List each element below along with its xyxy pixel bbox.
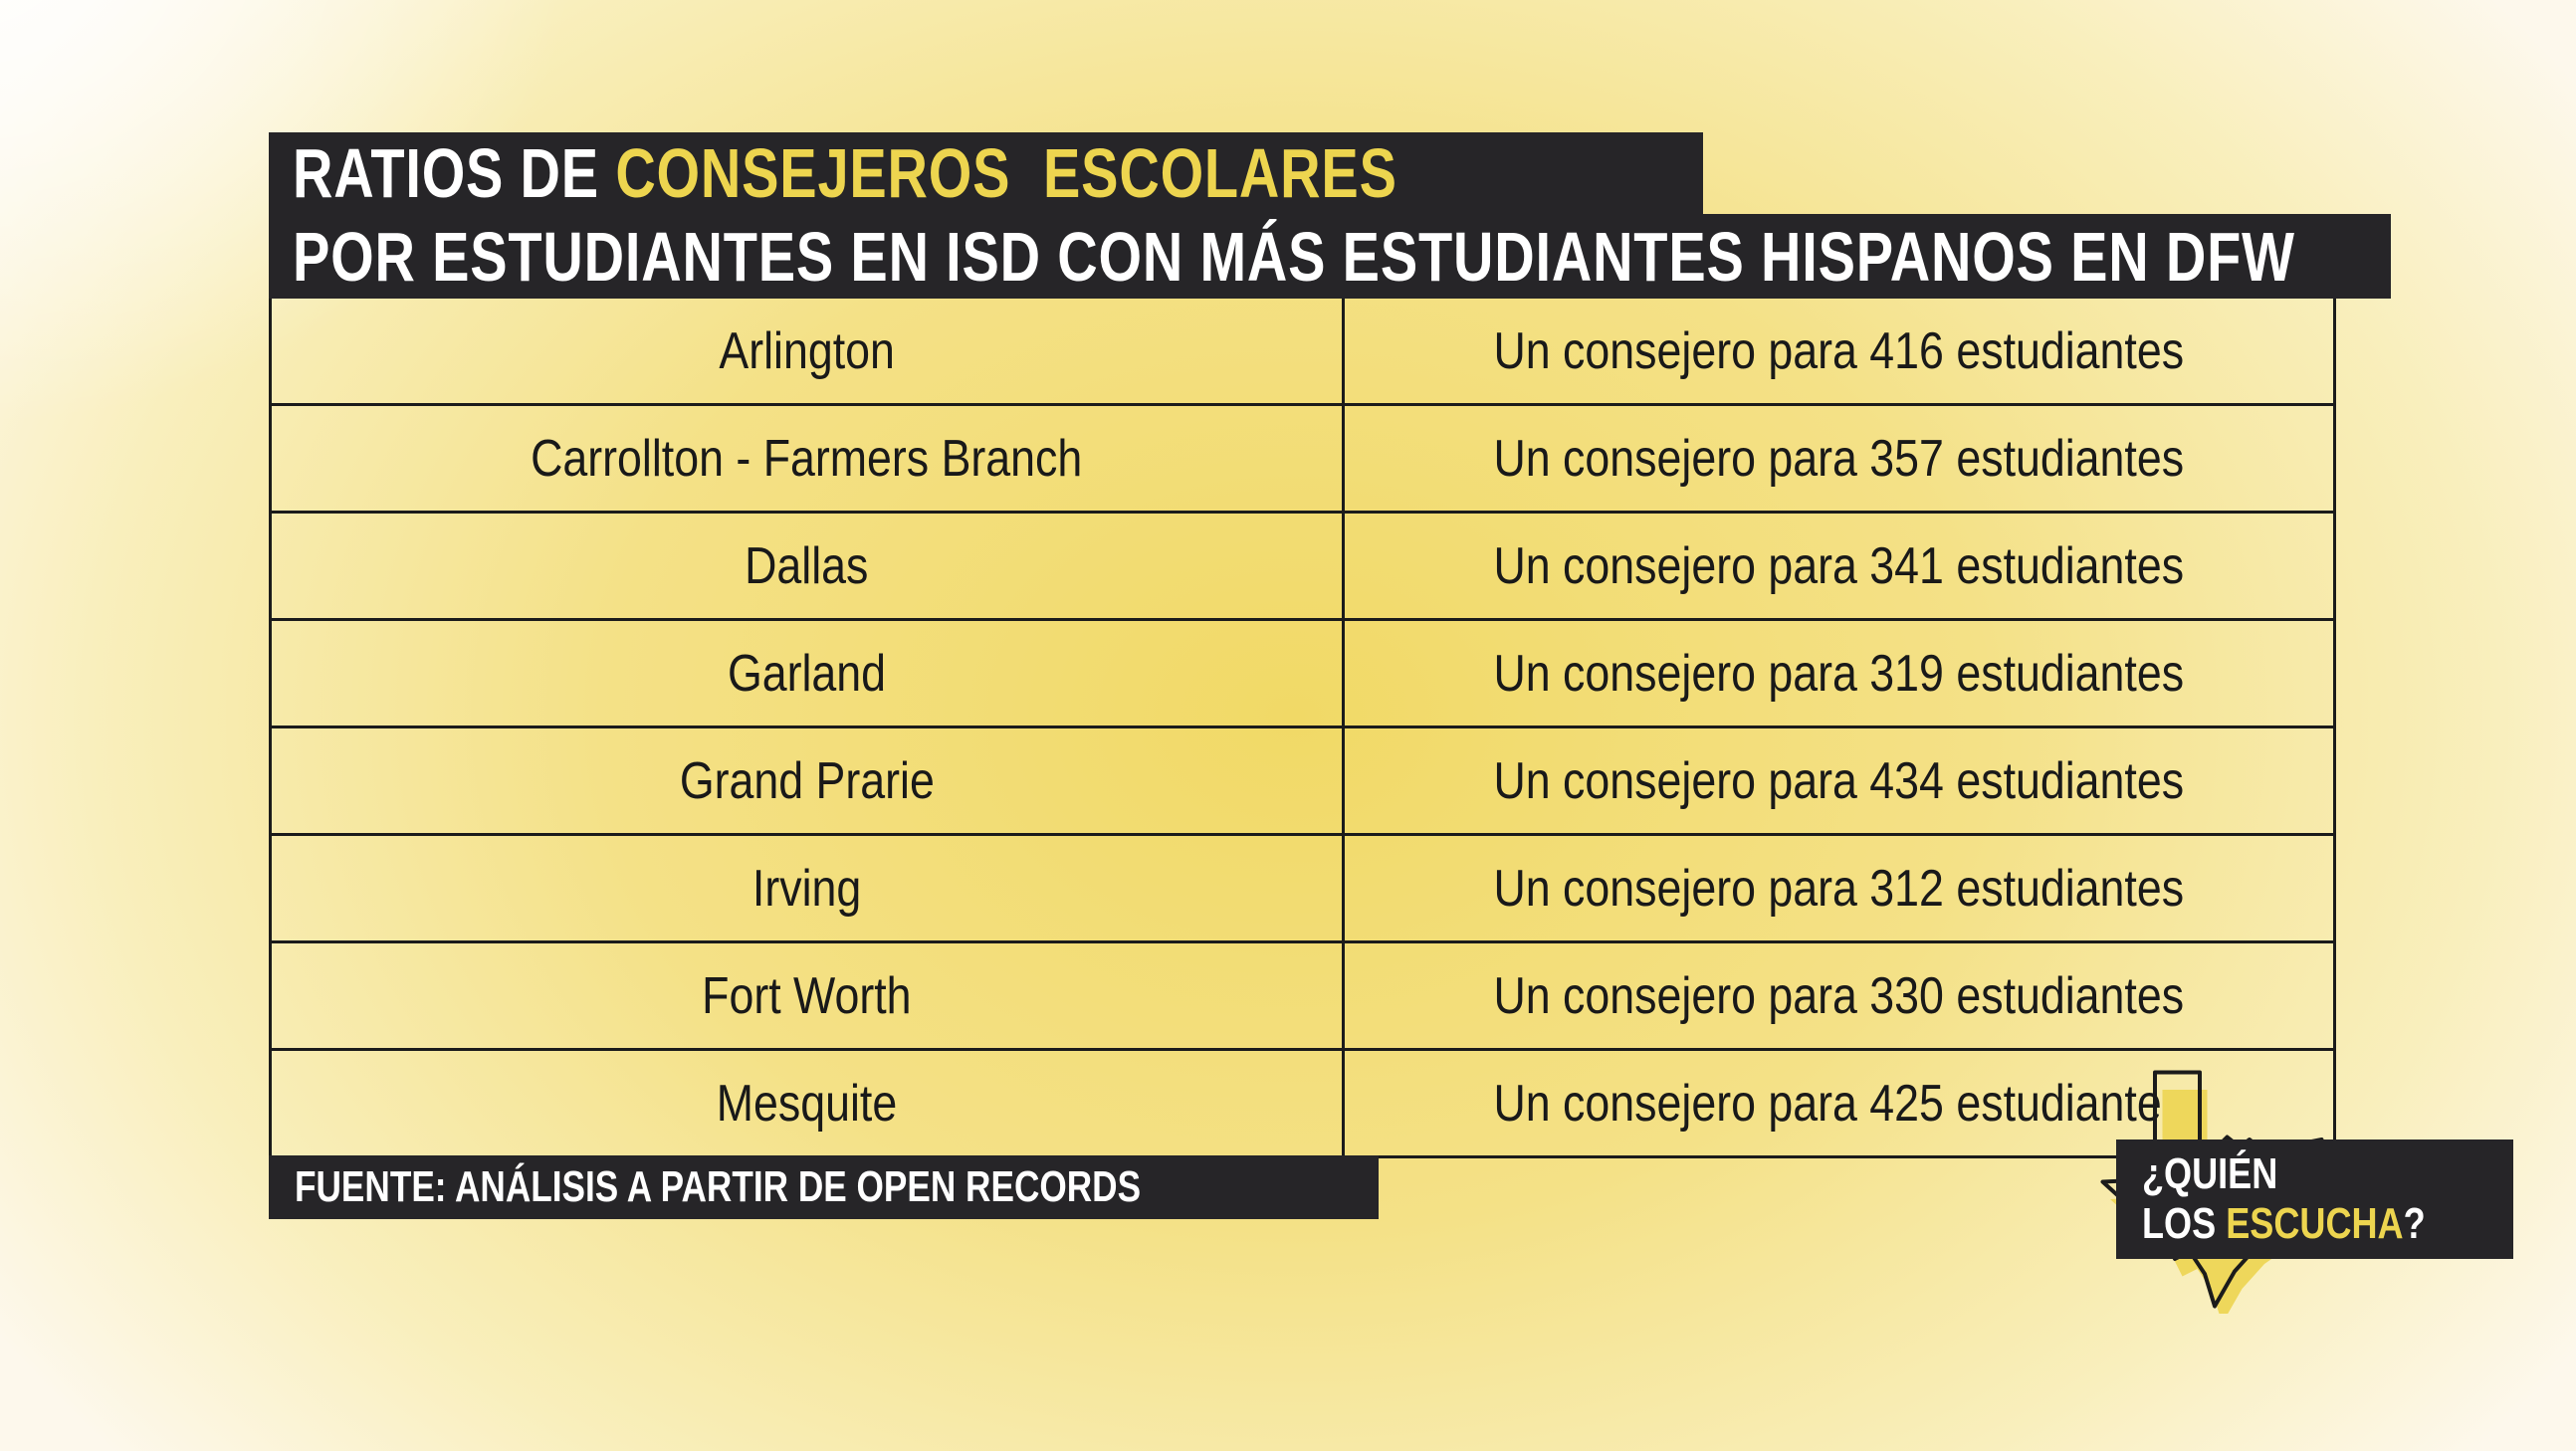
ratio-label: Un consejero para 434 estudiantes bbox=[1493, 751, 2185, 810]
district-label: Grand Prarie bbox=[679, 751, 935, 810]
logo-line2-yellow: ESCUCHA bbox=[2226, 1199, 2404, 1248]
ratio-cell: Un consejero para 312 estudiantes bbox=[1345, 836, 2333, 943]
ratio-label: Un consejero para 357 estudiantes bbox=[1493, 429, 2185, 488]
title-line1-bar: RATIOS DE CONSEJEROS ESCOLARES bbox=[269, 132, 1704, 214]
logo-line2-white: LOS bbox=[2142, 1199, 2227, 1248]
district-cell: Grand Prarie bbox=[272, 728, 1345, 836]
ratio-label: Un consejero para 312 estudiantes bbox=[1493, 859, 2185, 918]
ratio-cell: Un consejero para 425 estudiantes bbox=[1345, 1051, 2333, 1158]
logo-line2-suffix: ? bbox=[2403, 1199, 2426, 1248]
ratio-label: Un consejero para 319 estudiantes bbox=[1493, 644, 2185, 703]
title-line2: POR ESTUDIANTES EN ISD CON MÁS ESTUDIANT… bbox=[293, 217, 2295, 296]
district-cell: Garland bbox=[272, 621, 1345, 728]
district-cell: Arlington bbox=[272, 299, 1345, 406]
ratio-cell: Un consejero para 434 estudiantes bbox=[1345, 728, 2333, 836]
ratio-label: Un consejero para 416 estudiantes bbox=[1493, 321, 2185, 380]
ratio-label: Un consejero para 341 estudiantes bbox=[1493, 536, 2185, 595]
district-label: Irving bbox=[751, 859, 862, 918]
district-label: Garland bbox=[727, 644, 887, 703]
title-line1-yellow: CONSEJEROS ESCOLARES bbox=[615, 134, 1397, 212]
title-line1: RATIOS DE CONSEJEROS ESCOLARES bbox=[293, 138, 1397, 208]
district-label: Mesquite bbox=[716, 1074, 898, 1133]
logo-badge: ¿QUIÉN LOS ESCUCHA? bbox=[2116, 1140, 2514, 1259]
district-label: Fort Worth bbox=[702, 966, 912, 1025]
source-bar: FUENTE: ANÁLISIS A PARTIR DE OPEN RECORD… bbox=[269, 1155, 1379, 1219]
ratio-cell: Un consejero para 330 estudiantes bbox=[1345, 943, 2333, 1051]
ratio-cell: Un consejero para 319 estudiantes bbox=[1345, 621, 2333, 728]
quien-los-escucha-logo: ¿QUIÉN LOS ESCUCHA? bbox=[2070, 1043, 2514, 1351]
district-label: Dallas bbox=[745, 536, 869, 595]
ratio-label: Un consejero para 425 estudiantes bbox=[1493, 1074, 2185, 1133]
district-cell: Irving bbox=[272, 836, 1345, 943]
logo-line2: LOS ESCUCHA? bbox=[2142, 1199, 2426, 1249]
ratio-cell: Un consejero para 357 estudiantes bbox=[1345, 406, 2333, 514]
title-block: RATIOS DE CONSEJEROS ESCOLARES POR ESTUD… bbox=[269, 132, 2391, 299]
district-cell: Fort Worth bbox=[272, 943, 1345, 1051]
title-line2-bar: POR ESTUDIANTES EN ISD CON MÁS ESTUDIANT… bbox=[269, 214, 2391, 299]
district-cell: Mesquite bbox=[272, 1051, 1345, 1158]
ratio-cell: Un consejero para 416 estudiantes bbox=[1345, 299, 2333, 406]
district-cell: Carrollton - Farmers Branch bbox=[272, 406, 1345, 514]
district-cell: Dallas bbox=[272, 514, 1345, 621]
source-label: FUENTE: ANÁLISIS A PARTIR DE OPEN RECORD… bbox=[295, 1162, 1142, 1211]
district-label: Carrollton - Farmers Branch bbox=[531, 429, 1083, 488]
logo-line1: ¿QUIÉN bbox=[2142, 1149, 2278, 1198]
ratios-table: Arlington Un consejero para 416 estudian… bbox=[269, 299, 2336, 1158]
title-line1-white: RATIOS DE bbox=[293, 134, 616, 212]
ratio-cell: Un consejero para 341 estudiantes bbox=[1345, 514, 2333, 621]
ratio-label: Un consejero para 330 estudiantes bbox=[1493, 966, 2185, 1025]
district-label: Arlington bbox=[719, 321, 895, 380]
